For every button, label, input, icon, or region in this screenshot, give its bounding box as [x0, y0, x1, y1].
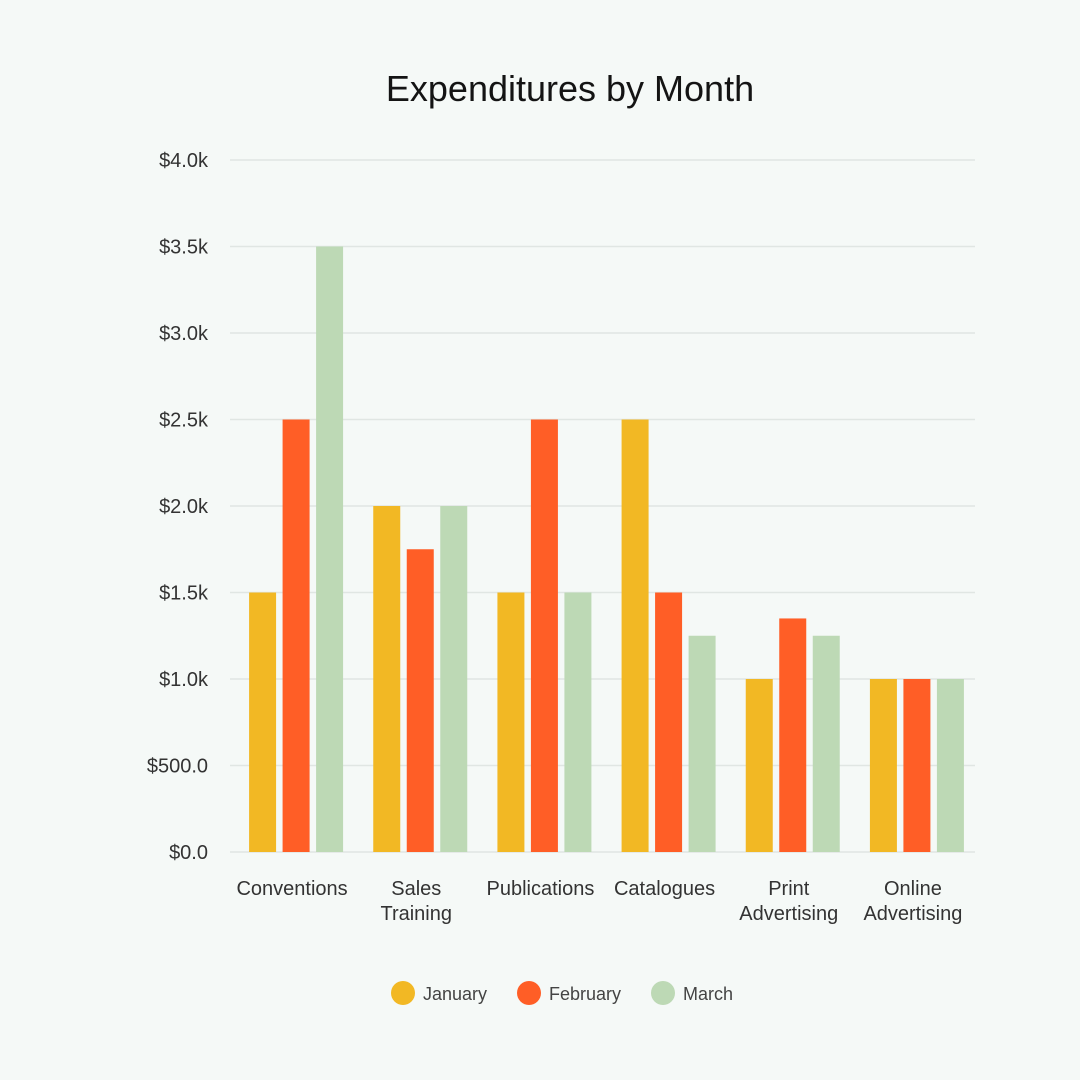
x-tick-label-line: Print: [768, 878, 810, 900]
legend-swatch: [391, 981, 415, 1005]
x-tick-label: Online Advertising: [863, 878, 962, 925]
y-tick-label: $0.0: [169, 842, 208, 864]
bar-february-sales-training: [406, 549, 434, 852]
x-tick-label: Print Advertising: [739, 878, 838, 925]
x-tick-label: Sales Training: [380, 878, 452, 925]
bar-march-catalogues: [688, 635, 716, 852]
bar-february-online-advertising: [903, 679, 931, 852]
y-tick-label: $2.0k: [159, 496, 209, 518]
legend-label: March: [683, 984, 733, 1004]
bar-january-print-advertising: [745, 679, 773, 852]
bars: [249, 246, 964, 852]
legend-swatch: [651, 981, 675, 1005]
y-tick-label: $3.5k: [159, 237, 209, 259]
x-tick-label-line: Sales: [391, 878, 441, 900]
bar-march-print-advertising: [812, 635, 840, 852]
bar-february-print-advertising: [779, 618, 807, 852]
legend-item-february[interactable]: February: [517, 981, 621, 1005]
legend-item-january[interactable]: January: [391, 981, 487, 1005]
bar-march-publications: [564, 592, 592, 852]
x-tick-label-line: Advertising: [863, 903, 962, 925]
x-tick-label-line: Advertising: [739, 903, 838, 925]
bar-january-conventions: [249, 592, 277, 852]
x-tick-label-line: Publications: [486, 878, 594, 900]
y-tick-label: $2.5k: [159, 410, 209, 432]
chart-title: Expenditures by Month: [386, 68, 754, 109]
y-tick-label: $3.0k: [159, 323, 209, 345]
bar-january-catalogues: [621, 419, 649, 852]
x-tick-label: Publications: [486, 878, 594, 900]
bar-march-conventions: [316, 246, 344, 852]
y-axis-ticks: $0.0 $500.0 $1.0k $1.5k $2.0k $2.5k $3.0k $3.5k…: [147, 150, 209, 864]
gridlines: [230, 159, 975, 853]
legend-label: February: [549, 984, 621, 1004]
legend-label: January: [423, 984, 487, 1004]
bar-march-sales-training: [440, 506, 468, 852]
bar-february-conventions: [282, 419, 310, 852]
bar-january-online-advertising: [869, 679, 897, 852]
legend: January February March: [391, 981, 733, 1005]
x-tick-label-line: Training: [380, 903, 452, 925]
x-tick-label: Conventions: [236, 878, 347, 900]
legend-item-march[interactable]: March: [651, 981, 733, 1005]
x-tick-label-line: Online: [884, 878, 942, 900]
bar-february-publications: [530, 419, 558, 852]
bar-january-publications: [497, 592, 525, 852]
y-tick-label: $1.5k: [159, 583, 209, 605]
y-tick-label: $500.0: [147, 756, 208, 778]
x-tick-label-line: Catalogues: [614, 878, 715, 900]
x-tick-label-line: Conventions: [236, 878, 347, 900]
x-tick-label: Catalogues: [614, 878, 715, 900]
y-tick-label: $1.0k: [159, 669, 209, 691]
y-tick-label: $4.0k: [159, 150, 209, 172]
bar-january-sales-training: [373, 506, 401, 852]
x-axis-ticks: Conventions Sales Training Publications Cata…: [236, 878, 962, 925]
legend-swatch: [517, 981, 541, 1005]
bar-february-catalogues: [655, 592, 683, 852]
bar-march-online-advertising: [936, 679, 964, 852]
